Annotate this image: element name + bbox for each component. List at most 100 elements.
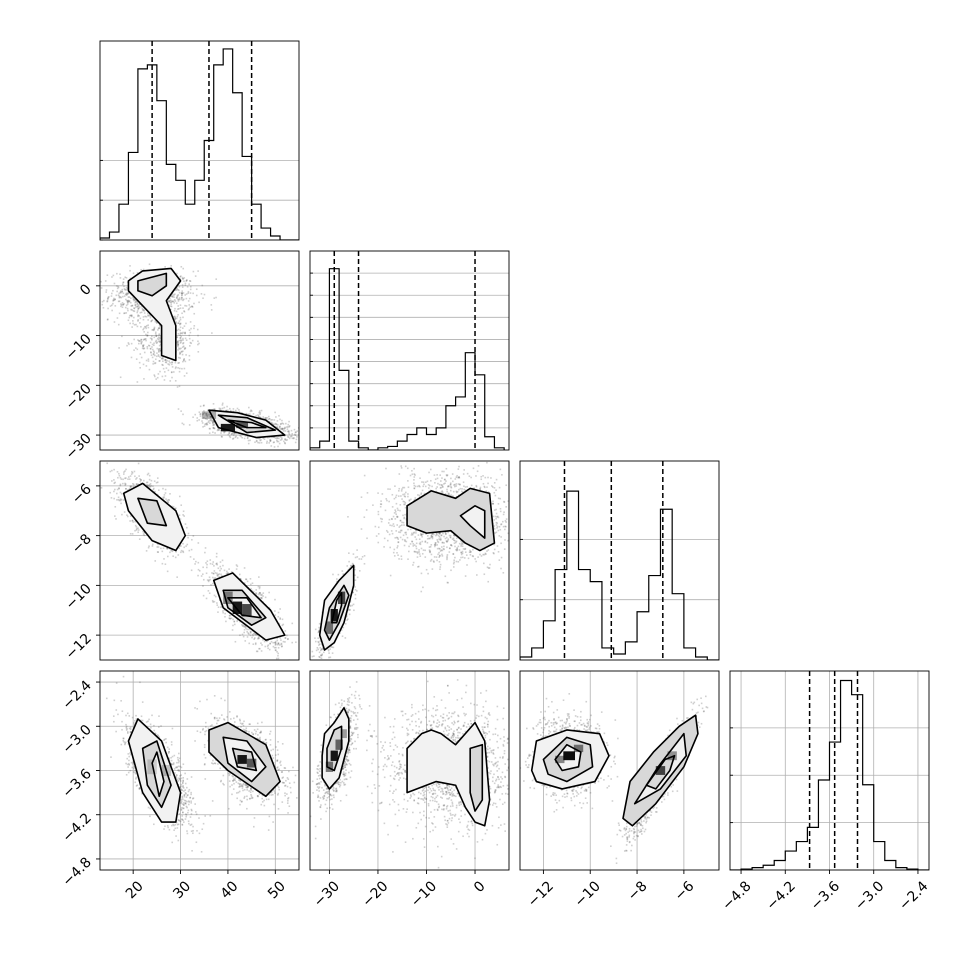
scatter-point <box>209 419 212 422</box>
scatter-point <box>243 631 245 634</box>
scatter-point <box>116 317 119 319</box>
scatter-point <box>265 417 267 419</box>
scatter-point <box>277 642 280 645</box>
scatter-point <box>269 438 271 441</box>
scatter-point <box>259 416 262 419</box>
scatter-point <box>294 431 297 434</box>
scatter-point <box>157 546 160 548</box>
scatter-point <box>117 300 120 303</box>
scatter-point <box>189 288 192 291</box>
scatter-point <box>176 294 179 297</box>
scatter-point <box>281 422 284 425</box>
scatter-point <box>139 480 142 483</box>
scatter-point <box>189 280 191 282</box>
scatter-point <box>173 296 175 298</box>
scatter-point <box>207 580 210 583</box>
scatter-point <box>142 318 145 321</box>
scatter-point <box>167 501 170 503</box>
scatter-point <box>136 348 139 351</box>
scatter-point <box>125 487 127 490</box>
scatter-point <box>203 293 206 296</box>
scatter-point <box>271 418 274 421</box>
scatter-point <box>177 344 179 346</box>
scatter-point <box>126 307 129 310</box>
scatter-point <box>258 592 261 594</box>
scatter-point <box>158 334 160 337</box>
scatter-point <box>151 319 154 321</box>
scatter-point <box>131 304 134 307</box>
scatter-point <box>115 285 118 287</box>
scatter-point <box>283 435 286 437</box>
scatter-point <box>273 666 275 668</box>
scatter-point <box>196 417 199 419</box>
scatter-point <box>132 272 135 275</box>
scatter-point <box>184 332 186 335</box>
scatter-point <box>275 423 277 426</box>
scatter-point <box>140 325 142 328</box>
scatter-point <box>141 341 143 343</box>
scatter-point <box>287 426 289 428</box>
scatter-point <box>213 421 215 424</box>
scatter-point <box>202 416 205 419</box>
scatter-point <box>165 367 168 369</box>
scatter-point <box>293 437 295 439</box>
scatter-point <box>236 437 239 439</box>
scatter-point <box>112 300 114 302</box>
scatter-point <box>131 470 133 473</box>
scatter-point <box>215 563 218 565</box>
scatter-point <box>181 292 183 294</box>
scatter-point <box>278 414 280 417</box>
scatter-point <box>155 321 158 324</box>
scatter-point <box>285 426 288 428</box>
scatter-point <box>212 582 214 585</box>
scatter-point <box>147 319 149 321</box>
scatter-point <box>125 304 128 307</box>
scatter-point <box>205 597 208 600</box>
scatter-point <box>175 302 178 305</box>
scatter-point <box>168 499 171 501</box>
scatter-point <box>114 298 116 301</box>
scatter-point <box>123 303 125 305</box>
scatter-point <box>184 282 187 285</box>
scatter-point <box>246 436 249 439</box>
scatter-point <box>277 646 280 649</box>
scatter-point <box>121 335 123 338</box>
scatter-point <box>152 487 155 490</box>
scatter-point <box>197 340 199 343</box>
scatter-point <box>129 314 132 317</box>
scatter-point <box>271 422 274 425</box>
scatter-point <box>247 439 250 442</box>
scatter-point <box>130 342 133 345</box>
scatter-point <box>168 300 170 303</box>
scatter-point <box>212 431 214 434</box>
scatter-point <box>288 430 290 433</box>
scatter-point <box>182 316 184 319</box>
scatter-point <box>153 326 156 329</box>
scatter-point <box>243 628 246 631</box>
scatter-point <box>278 425 281 428</box>
scatter-point <box>105 291 107 293</box>
scatter-point <box>213 420 215 423</box>
panel-frame <box>99 250 300 451</box>
scatter-point <box>193 302 195 305</box>
scatter-point <box>131 519 134 522</box>
scatter-point <box>129 520 131 522</box>
scatter-point <box>184 304 186 307</box>
y-tick-label: −10 <box>63 331 95 363</box>
scatter-point <box>114 515 116 517</box>
scatter-point <box>211 421 214 424</box>
scatter-point <box>212 422 214 424</box>
scatter-point <box>269 439 272 442</box>
scatter-point <box>213 297 216 299</box>
scatter-point <box>175 317 178 320</box>
scatter-point <box>242 635 245 638</box>
scatter-point <box>162 358 164 360</box>
scatter-point <box>129 515 132 517</box>
scatter-point <box>234 436 237 439</box>
scatter-point <box>181 284 184 286</box>
scatter-point <box>179 307 182 310</box>
scatter-point <box>162 487 164 490</box>
scatter-point <box>294 433 296 436</box>
scatter-point <box>205 423 208 426</box>
scatter-point <box>65 289 67 291</box>
